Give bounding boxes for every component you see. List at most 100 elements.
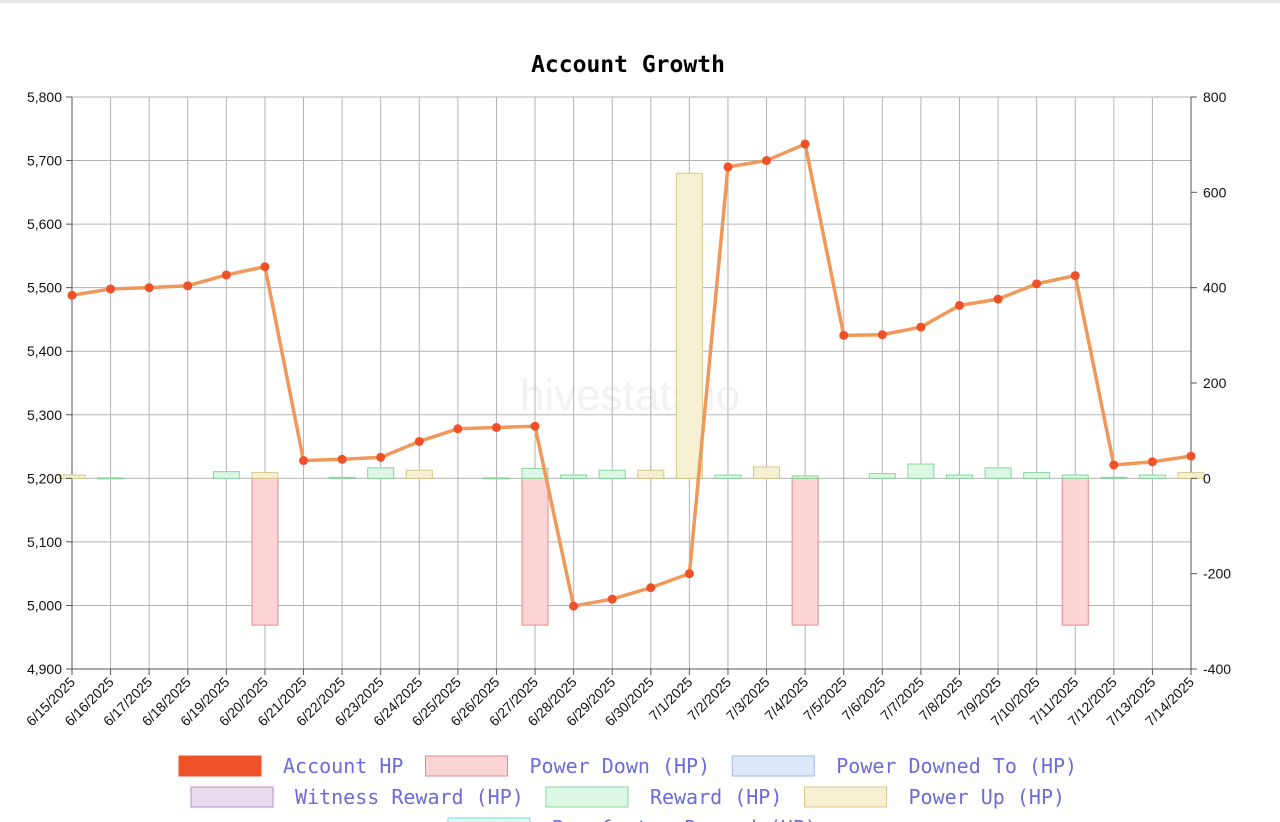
account-hp-point [260,262,270,272]
legend-swatch-power-downed-to-hp [731,755,815,777]
reward-hp-bar [560,474,588,479]
legend-label-account-hp: Account HP [283,754,403,778]
account-hp-point [839,330,849,340]
legend-swatch-reward-hp [545,786,629,808]
right-y-axis: -400 -200 0 200 400 600 800 [1191,89,1231,677]
account-hp-point [106,284,116,294]
account-hp-point [877,330,887,340]
power-down-hp-bar [791,477,819,626]
account-hp-point [414,436,424,446]
account-hp-point [530,421,540,431]
account-hp-point [183,281,193,291]
power-up-hp-bar [405,469,433,479]
legend-swatch-power-down-hp [425,755,508,777]
right-tick-label: 400 [1203,280,1227,296]
reward-hp-bar [212,471,240,479]
reward-hp-bar [1138,474,1166,479]
account-hp-point [1186,451,1196,461]
right-tick-label: 200 [1203,375,1227,391]
right-tick-label: 0 [1203,470,1211,486]
account-hp-point [954,300,964,310]
reward-hp-bar [367,467,395,479]
reward-hp-bar [791,475,819,479]
power-down-hp-bar [1061,477,1089,626]
account-hp-point [376,452,386,462]
legend-swatch-power-up-hp [804,786,887,808]
legend-label-power-up-hp: Power Up (HP) [909,785,1066,809]
legend-swatch-witness-reward-hp [190,786,274,808]
reward-hp-bar [907,463,935,479]
power-down-hp-bar [521,477,549,626]
legend-label-power-downed-to-hp: Power Downed To (HP) [836,754,1077,778]
account-hp-point [1032,279,1042,289]
legend-swatch-account-hp [178,755,262,777]
account-hp-path [71,142,1192,608]
power-up-hp-bar [251,472,279,479]
power-up-hp-bar [753,466,781,479]
power-down-hp-bar [251,477,279,626]
account-hp-point [800,139,810,149]
account-hp-point [337,454,347,464]
power-up-hp-bar [1177,472,1205,479]
power-up-hp-bar [637,469,665,479]
power-up-hp-bar [58,474,86,479]
right-tick-label: 800 [1203,89,1227,105]
reward-hp-bar [97,477,125,480]
chart-legend: Account HP Power Down (HP) Power Downed To… [178,754,1077,822]
left-tick-label: 5,600 [27,216,62,232]
left-tick-label: 5,800 [27,89,62,105]
chart-bars [58,172,1205,626]
right-tick-label: -200 [1203,566,1231,582]
right-tick-label: -400 [1203,661,1231,677]
legend-label-power-down-hp: Power Down (HP) [530,754,711,778]
left-tick-label: 5,500 [27,280,62,296]
reward-hp-bar [482,477,510,480]
reward-hp-bar [868,473,896,479]
account-hp-point [916,322,926,332]
reward-hp-bar [1100,476,1128,479]
x-axis: 6/15/20256/16/20256/17/20256/18/20256/19… [23,669,1197,729]
chart-grid [71,96,1192,670]
reward-hp-bar [984,467,1012,479]
account-hp-point [453,424,463,434]
legend-label-reward-hp: Reward (HP) [650,785,782,809]
left-tick-label: 5,700 [27,153,62,169]
left-y-axis: 4,900 5,000 5,100 5,200 5,300 5,400 5,500 5,600… [27,89,72,677]
left-tick-label: 5,200 [27,470,62,486]
account-hp-point [1147,457,1157,467]
account-hp-point [569,601,579,611]
account-hp-point [221,270,231,280]
right-tick-label: 600 [1203,184,1227,200]
chart-title: Account Growth [531,52,725,78]
account-hp-point [993,294,1003,304]
account-hp-point [1070,271,1080,281]
account-hp-point [299,456,309,466]
account-hp-point [144,283,154,293]
account-hp-point [646,583,656,593]
account-hp-line [67,139,1196,611]
power-up-hp-bar [675,172,703,479]
top-border [0,0,1280,3]
reward-hp-bar [945,474,973,479]
legend-swatch-benefactor-reward-hp [447,817,531,822]
account-hp-point [762,156,772,166]
left-tick-label: 5,000 [27,597,62,613]
reward-hp-bar [521,467,549,479]
account-hp-point [1109,460,1119,470]
left-tick-label: 5,100 [27,534,62,550]
account-hp-point [607,594,617,604]
left-tick-label: 4,900 [27,661,62,677]
legend-label-benefactor-reward-hp: Benefactor Reward (HP) [552,816,817,822]
legend-label-witness-reward-hp: Witness Reward (HP) [295,785,524,809]
left-tick-label: 5,400 [27,343,62,359]
left-tick-label: 5,300 [27,407,62,423]
account-hp-point [491,422,501,432]
account-hp-point [67,290,77,300]
reward-hp-bar [1061,474,1089,479]
reward-hp-bar [598,469,626,479]
reward-hp-bar [328,476,356,479]
account-hp-point [684,569,694,579]
account-hp-point [723,162,733,172]
reward-hp-bar [1023,472,1051,479]
